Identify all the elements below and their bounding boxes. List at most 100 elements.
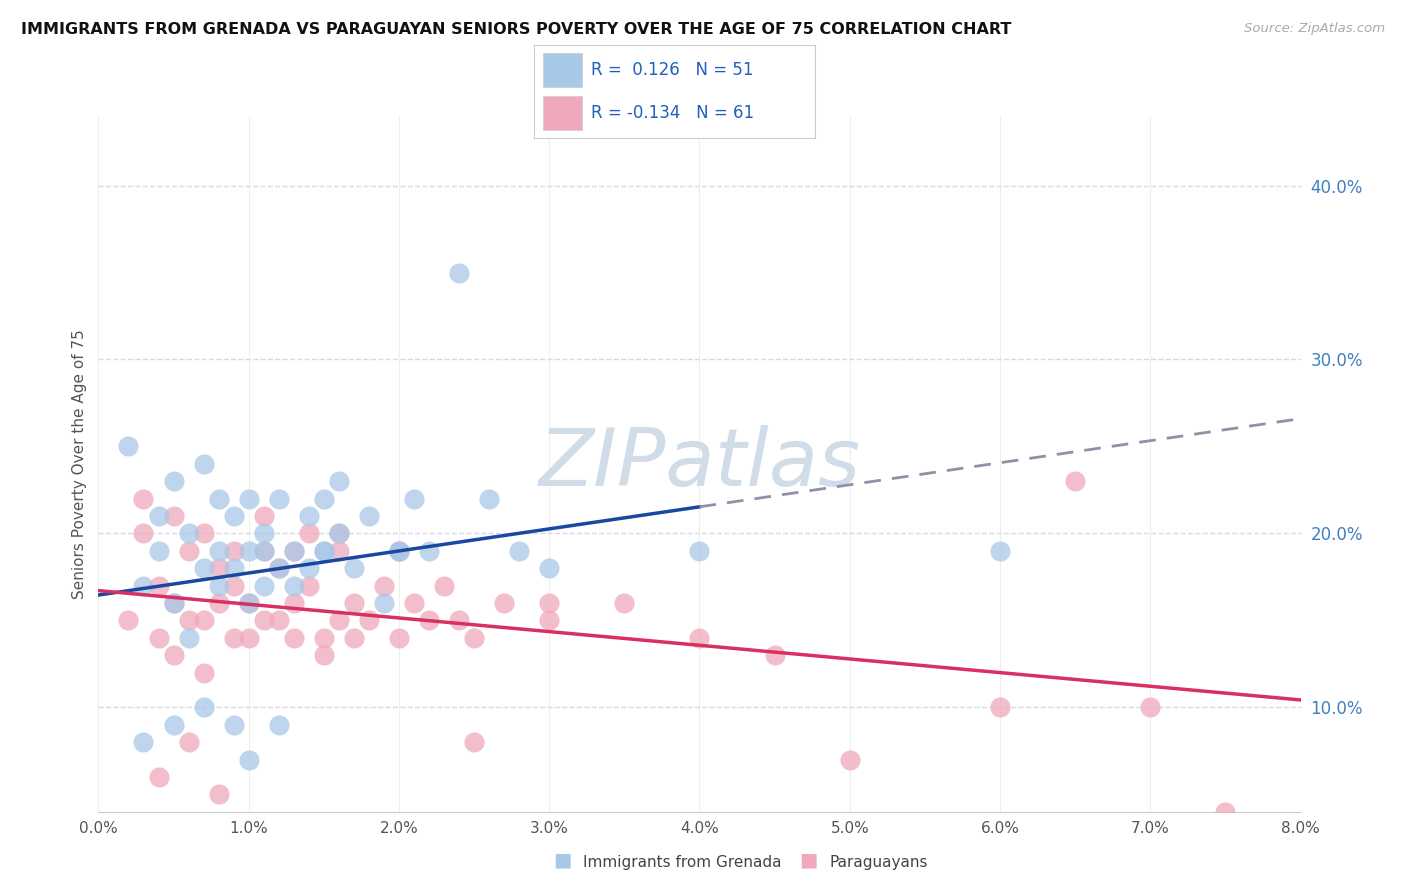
Point [328, 543, 350, 558]
Point [162, 648, 184, 662]
Point [162, 596, 184, 610]
Point [222, 508, 245, 523]
Point [538, 561, 561, 575]
Text: IMMIGRANTS FROM GRENADA VS PARAGUAYAN SENIORS POVERTY OVER THE AGE OF 75 CORRELA: IMMIGRANTS FROM GRENADA VS PARAGUAYAN SE… [21, 22, 1011, 37]
Point [447, 614, 470, 628]
Point [208, 491, 231, 506]
Point [312, 543, 335, 558]
Point [418, 614, 440, 628]
Point [238, 596, 260, 610]
Point [283, 631, 305, 645]
Point [148, 508, 170, 523]
Point [253, 578, 276, 592]
Point [193, 526, 215, 541]
Point [388, 543, 411, 558]
Point [312, 491, 335, 506]
FancyBboxPatch shape [543, 96, 582, 130]
Point [1064, 475, 1087, 489]
Point [117, 614, 139, 628]
Point [298, 526, 321, 541]
Point [838, 752, 860, 766]
Point [283, 543, 305, 558]
Point [463, 631, 485, 645]
Y-axis label: Seniors Poverty Over the Age of 75: Seniors Poverty Over the Age of 75 [72, 329, 87, 599]
Point [253, 508, 276, 523]
Point [298, 561, 321, 575]
Point [238, 491, 260, 506]
Point [343, 631, 366, 645]
Point [267, 561, 290, 575]
Point [132, 526, 155, 541]
Point [193, 614, 215, 628]
Point [373, 596, 395, 610]
Point [283, 543, 305, 558]
Point [312, 631, 335, 645]
Text: ■: ■ [799, 851, 818, 870]
Point [494, 596, 516, 610]
Point [177, 631, 200, 645]
Point [688, 543, 710, 558]
Text: Immigrants from Grenada: Immigrants from Grenada [583, 855, 782, 870]
Point [148, 770, 170, 784]
Point [298, 508, 321, 523]
Point [162, 717, 184, 731]
Point [193, 561, 215, 575]
Point [132, 735, 155, 749]
Point [193, 700, 215, 714]
Point [508, 543, 530, 558]
Text: R =  0.126   N = 51: R = 0.126 N = 51 [591, 61, 754, 78]
Point [538, 614, 561, 628]
Point [1215, 805, 1237, 819]
Point [478, 491, 501, 506]
Point [193, 665, 215, 680]
Point [267, 561, 290, 575]
Point [148, 543, 170, 558]
Point [988, 543, 1011, 558]
Point [418, 543, 440, 558]
Point [328, 526, 350, 541]
Point [1139, 700, 1161, 714]
Point [177, 543, 200, 558]
Point [328, 526, 350, 541]
Point [162, 508, 184, 523]
Point [312, 648, 335, 662]
Point [238, 631, 260, 645]
Point [177, 614, 200, 628]
Point [162, 475, 184, 489]
Point [463, 735, 485, 749]
Point [388, 543, 411, 558]
Point [402, 491, 425, 506]
Point [238, 596, 260, 610]
Point [763, 648, 786, 662]
Point [357, 614, 380, 628]
Point [222, 631, 245, 645]
Point [208, 578, 231, 592]
Point [177, 735, 200, 749]
Point [253, 543, 276, 558]
Point [267, 717, 290, 731]
Point [373, 578, 395, 592]
Point [283, 596, 305, 610]
Point [613, 596, 636, 610]
Point [433, 578, 456, 592]
Point [388, 543, 411, 558]
Point [148, 839, 170, 854]
Point [328, 614, 350, 628]
Point [388, 631, 411, 645]
Text: Paraguayans: Paraguayans [830, 855, 928, 870]
Point [208, 543, 231, 558]
Text: ■: ■ [553, 851, 572, 870]
Point [343, 561, 366, 575]
Point [343, 596, 366, 610]
Point [148, 578, 170, 592]
Point [253, 526, 276, 541]
Point [253, 614, 276, 628]
Point [238, 543, 260, 558]
Point [132, 578, 155, 592]
Point [208, 596, 231, 610]
Point [267, 491, 290, 506]
Point [267, 614, 290, 628]
Text: R = -0.134   N = 61: R = -0.134 N = 61 [591, 104, 754, 122]
Point [208, 788, 231, 801]
Point [447, 266, 470, 280]
